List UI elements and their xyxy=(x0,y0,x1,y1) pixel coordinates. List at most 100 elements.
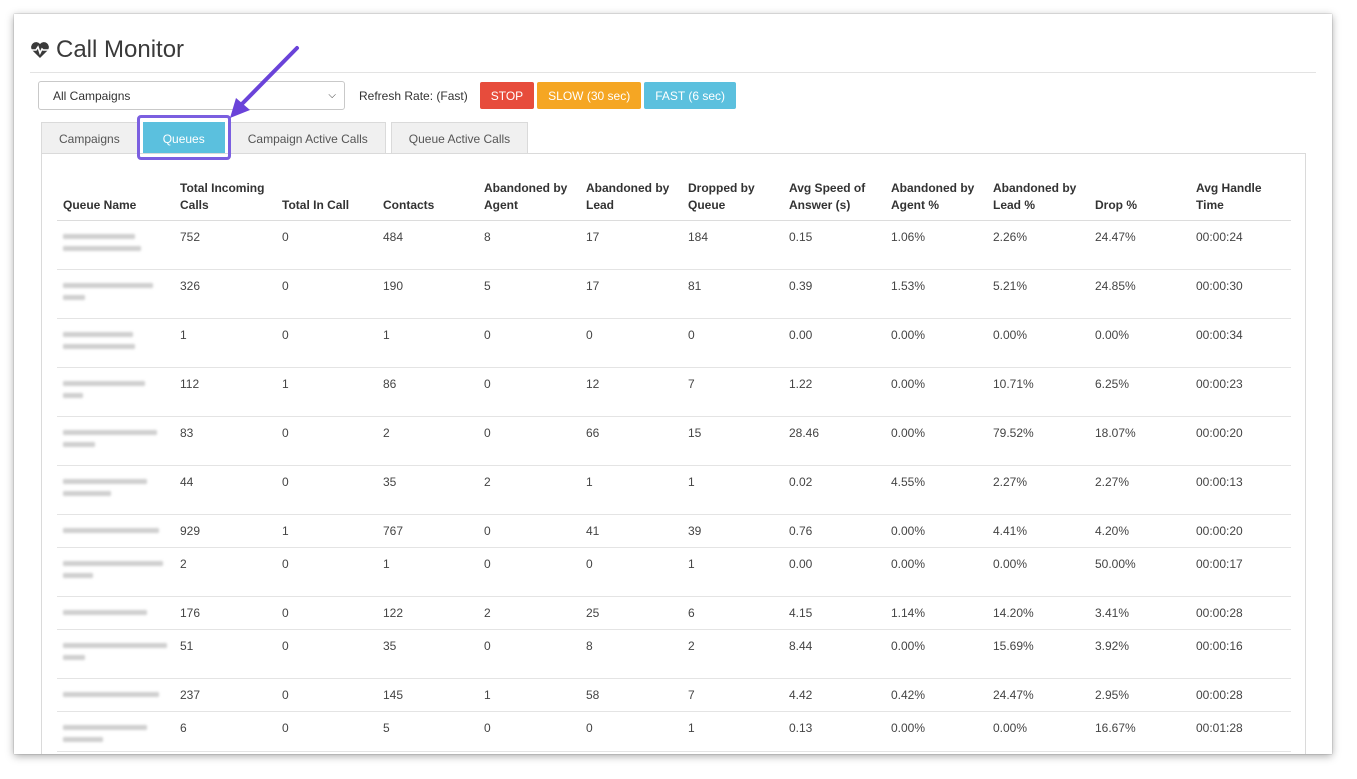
table-cell: 24.47% xyxy=(987,678,1089,712)
table-row[interactable]: 2 0 1 0 0 1 0.00 0.00% 0.00% 50.00% 00:00:17 xyxy=(57,547,1291,597)
table-row[interactable]: 112 1 86 0 12 7 1.22 0.00% 10.71% 6.25% 00:00:23 xyxy=(57,367,1291,417)
redacted-queue-name xyxy=(63,688,168,697)
table-cell: 41 xyxy=(580,514,682,548)
table-row[interactable]: 237 0 145 1 58 7 4.42 0.42% 24.47% 2.95% 00:00:28 xyxy=(57,678,1291,712)
table-cell: 4.55% xyxy=(885,465,987,515)
redaction-bar xyxy=(63,655,85,660)
table-cell: 0.39 xyxy=(783,269,885,319)
table-cell: 0.00% xyxy=(885,416,987,466)
col-avg-handle-time[interactable]: Avg Handle Time xyxy=(1190,172,1291,221)
redaction-bar xyxy=(63,725,147,730)
tab-campaigns[interactable]: Campaigns xyxy=(41,122,138,154)
table-cell: 00:00:23 xyxy=(1190,367,1291,417)
table-row[interactable]: 6 0 5 0 0 1 0.13 0.00% 0.00% 16.67% 00:01:28 xyxy=(57,711,1291,752)
table-cell: 8 xyxy=(580,629,682,679)
table-cell: 0.00% xyxy=(987,318,1089,368)
table-cell: 0 xyxy=(276,547,377,597)
col-total-in-call[interactable]: Total In Call xyxy=(276,172,377,221)
table-cell: 81 xyxy=(682,269,783,319)
table-cell: 00:00:17 xyxy=(1190,547,1291,597)
redaction-bar xyxy=(63,283,153,288)
table-cell: 7 xyxy=(682,367,783,417)
table-body: 752 0 484 8 17 184 0.15 1.06% 2.26% 24.47% 00:00:2… xyxy=(57,220,1291,752)
table-cell: 15.69% xyxy=(987,629,1089,679)
campaign-select[interactable]: All Campaigns ⌵ xyxy=(38,81,345,110)
table-cell: 6 xyxy=(174,711,276,752)
table-row[interactable]: 1 0 1 0 0 0 0.00 0.00% 0.00% 0.00% 00:00:34 xyxy=(57,318,1291,368)
col-abandoned-by-lead-pct[interactable]: Abandoned by Lead % xyxy=(987,172,1089,221)
queue-name-cell xyxy=(57,220,174,270)
table-cell: 767 xyxy=(377,514,478,548)
redacted-queue-name xyxy=(63,230,168,251)
table-cell: 83 xyxy=(174,416,276,466)
table-cell: 2 xyxy=(377,416,478,466)
col-dropped-by-queue[interactable]: Dropped by Queue xyxy=(682,172,783,221)
table-row[interactable]: 44 0 35 2 1 1 0.02 4.55% 2.27% 2.27% 00:00:13 xyxy=(57,465,1291,515)
table-cell: 0 xyxy=(478,629,580,679)
fast-refresh-button[interactable]: FAST (6 sec) xyxy=(644,82,736,109)
table-cell: 0.00% xyxy=(885,629,987,679)
table-cell: 1 xyxy=(478,678,580,712)
table-cell: 0.76 xyxy=(783,514,885,548)
queue-name-cell xyxy=(57,547,174,597)
col-queue-name[interactable]: Queue Name xyxy=(57,172,174,221)
table-row[interactable]: 752 0 484 8 17 184 0.15 1.06% 2.26% 24.47% 00:00:2… xyxy=(57,220,1291,270)
col-contacts[interactable]: Contacts xyxy=(377,172,478,221)
table-cell: 122 xyxy=(377,596,478,630)
table-cell: 6.25% xyxy=(1089,367,1190,417)
table-row[interactable]: 176 0 122 2 25 6 4.15 1.14% 14.20% 3.41% 00:00:28 xyxy=(57,596,1291,630)
table-cell: 1 xyxy=(682,547,783,597)
table-cell: 00:00:28 xyxy=(1190,596,1291,630)
controls-bar: All Campaigns ⌵ Refresh Rate: (Fast) STO… xyxy=(38,81,739,110)
table-cell: 4.42 xyxy=(783,678,885,712)
table-row[interactable]: 929 1 767 0 41 39 0.76 0.00% 4.41% 4.20% 00:00:20 xyxy=(57,514,1291,548)
col-avg-speed-of-answer[interactable]: Avg Speed of Answer (s) xyxy=(783,172,885,221)
slow-refresh-button[interactable]: SLOW (30 sec) xyxy=(537,82,642,109)
table-cell: 326 xyxy=(174,269,276,319)
col-abandoned-by-lead[interactable]: Abandoned by Lead xyxy=(580,172,682,221)
queue-name-cell xyxy=(57,465,174,515)
table-cell: 2.95% xyxy=(1089,678,1190,712)
table-cell: 1 xyxy=(377,318,478,368)
redaction-bar xyxy=(63,573,93,578)
table-row[interactable]: 51 0 35 0 8 2 8.44 0.00% 15.69% 3.92% 00:00:16 xyxy=(57,629,1291,679)
table-cell: 929 xyxy=(174,514,276,548)
tab-queue-active-calls[interactable]: Queue Active Calls xyxy=(390,122,529,154)
table-cell: 24.47% xyxy=(1089,220,1190,270)
table-cell: 5 xyxy=(478,269,580,319)
col-drop-pct[interactable]: Drop % xyxy=(1089,172,1190,221)
table-cell: 2 xyxy=(174,547,276,597)
redacted-queue-name xyxy=(63,524,168,533)
table-cell: 44 xyxy=(174,465,276,515)
table-row[interactable]: 326 0 190 5 17 81 0.39 1.53% 5.21% 24.85% 00:00:30 xyxy=(57,269,1291,319)
table-cell: 00:00:20 xyxy=(1190,416,1291,466)
table-cell: 10.71% xyxy=(987,367,1089,417)
table-cell: 145 xyxy=(377,678,478,712)
col-abandoned-by-agent[interactable]: Abandoned by Agent xyxy=(478,172,580,221)
table-cell: 4.41% xyxy=(987,514,1089,548)
table-cell: 0 xyxy=(478,416,580,466)
queue-name-cell xyxy=(57,514,174,548)
table-cell: 0.00% xyxy=(885,367,987,417)
table-cell: 16.67% xyxy=(1089,711,1190,752)
table-row[interactable]: 83 0 2 0 66 15 28.46 0.00% 79.52% 18.07% 00:00:20 xyxy=(57,416,1291,466)
table-cell: 0 xyxy=(478,318,580,368)
col-total-incoming-calls[interactable]: Total Incoming Calls xyxy=(174,172,276,221)
table-cell: 79.52% xyxy=(987,416,1089,466)
table-cell: 14.20% xyxy=(987,596,1089,630)
col-abandoned-by-agent-pct[interactable]: Abandoned by Agent % xyxy=(885,172,987,221)
table-cell: 0 xyxy=(276,416,377,466)
table-cell: 2 xyxy=(478,596,580,630)
stop-button[interactable]: STOP xyxy=(479,82,535,109)
table-cell: 3.41% xyxy=(1089,596,1190,630)
tab-queues[interactable]: Queues xyxy=(142,122,225,154)
table-cell: 0 xyxy=(580,318,682,368)
redaction-bar xyxy=(63,528,159,533)
table-cell: 28.46 xyxy=(783,416,885,466)
table-cell: 484 xyxy=(377,220,478,270)
table-cell: 1.14% xyxy=(885,596,987,630)
table-cell: 190 xyxy=(377,269,478,319)
table-cell: 17 xyxy=(580,220,682,270)
tab-campaign-active-calls[interactable]: Campaign Active Calls xyxy=(229,122,386,154)
queue-name-cell xyxy=(57,269,174,319)
